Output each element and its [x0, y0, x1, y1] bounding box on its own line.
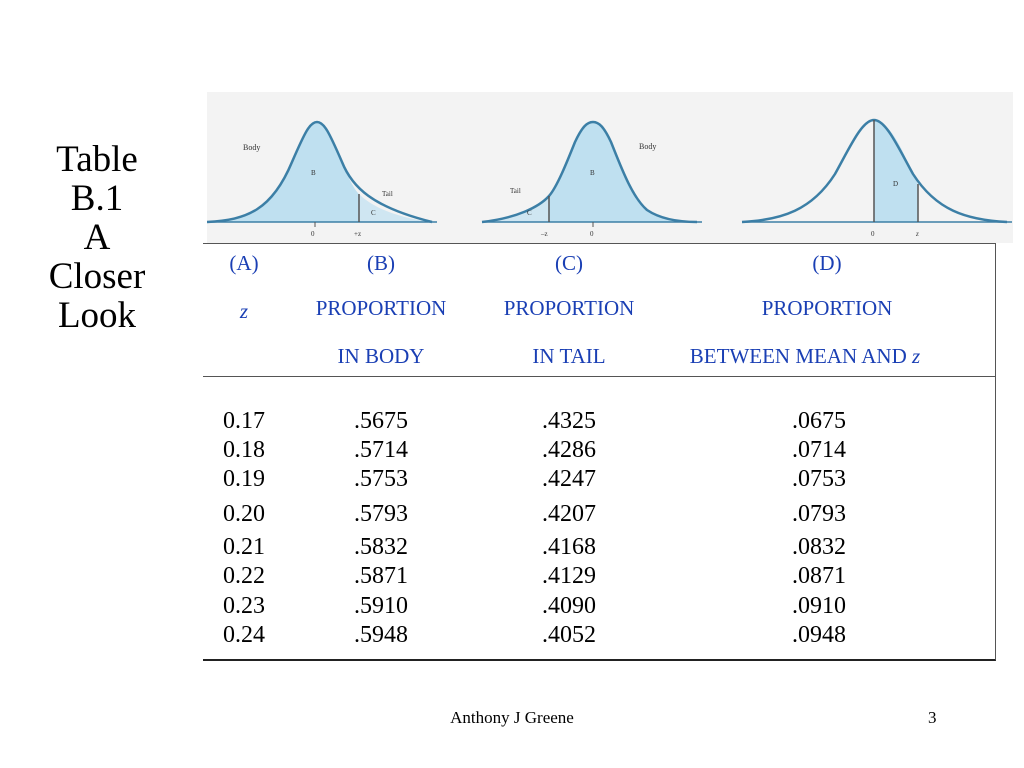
- row-6-body: .5871: [354, 563, 408, 589]
- footer-author: Anthony J Greene: [450, 708, 574, 727]
- col-letter-c: (C): [555, 251, 583, 275]
- col-c-header-line1: PROPORTION: [503, 296, 635, 320]
- between-region: [874, 120, 918, 222]
- row-2-between: .0714: [792, 437, 846, 463]
- row-3-z: 0.19: [223, 466, 265, 492]
- page-number: 3: [928, 708, 937, 727]
- col-d-header-z: z: [912, 344, 921, 368]
- label-zero-2: 0: [590, 230, 594, 238]
- row-7-tail: .4090: [542, 593, 596, 619]
- col-b-header-line2: IN BODY: [337, 344, 425, 368]
- curve-tail-body: Body B Tail C –z 0: [481, 120, 702, 238]
- z-table: (A) (B) (C) (D) z PROPORTION PROPORTION …: [203, 243, 996, 661]
- label-zero-3: 0: [871, 230, 875, 238]
- row-4-between: .0793: [792, 501, 846, 527]
- row-1-z: 0.17: [223, 408, 265, 434]
- col-a-z-symbol: z: [239, 299, 249, 323]
- row-3-between: .0753: [792, 466, 846, 492]
- col-c-header-line2: IN TAIL: [532, 344, 606, 368]
- row-6-tail: .4129: [542, 563, 596, 589]
- curve-line-1: [207, 120, 433, 224]
- col-letter-b: (B): [367, 251, 395, 275]
- tail-region-2: [482, 196, 549, 222]
- label-tail-2: Tail: [510, 187, 521, 195]
- title-line-5: Look: [57, 295, 137, 336]
- col-d-header-line2: BETWEEN MEAN AND z: [690, 344, 920, 369]
- row-4-z: 0.20: [223, 501, 265, 527]
- row-6-z: 0.22: [223, 563, 265, 589]
- row-7-z: 0.23: [223, 593, 265, 619]
- body-region-1: [207, 122, 359, 222]
- label-minus-z: –z: [540, 230, 548, 238]
- header-divider: [203, 376, 995, 377]
- label-c-1: C: [371, 209, 376, 217]
- row-1-tail: .4325: [542, 408, 596, 434]
- title-line-3: A: [83, 217, 111, 258]
- col-d-header-line1: PROPORTION: [761, 296, 893, 320]
- title-line-1: Table: [56, 139, 138, 180]
- label-c-2: C: [527, 209, 532, 217]
- row-8-body: .5948: [354, 622, 408, 648]
- row-3-tail: .4247: [542, 466, 596, 492]
- label-tail-1: Tail: [382, 190, 393, 198]
- row-8-between: .0948: [792, 622, 846, 648]
- tail-region-1: [359, 194, 432, 222]
- row-7-body: .5910: [354, 593, 408, 619]
- title-line-2: B.1: [70, 178, 124, 219]
- col-b-header-line1: PROPORTION: [315, 296, 447, 320]
- row-5-z: 0.21: [223, 534, 265, 560]
- row-3-body: .5753: [354, 466, 408, 492]
- row-1-between: .0675: [792, 408, 846, 434]
- row-4-body: .5793: [354, 501, 408, 527]
- slide-title: Table B.1 A Closer Look: [28, 140, 166, 335]
- row-1-body: .5675: [354, 408, 408, 434]
- col-letter-a: (A): [229, 251, 259, 275]
- label-z-3: z: [915, 230, 919, 238]
- label-plus-z: +z: [354, 230, 361, 238]
- col-letter-d: (D): [812, 251, 842, 275]
- label-body-1: Body: [243, 143, 260, 152]
- row-4-tail: .4207: [542, 501, 596, 527]
- row-5-between: .0832: [792, 534, 846, 560]
- curve-mean-to-z: D 0 z: [741, 118, 1012, 238]
- normal-curves-figure: Body B Tail C 0 +z Body B Tail C –z 0 D …: [207, 92, 1013, 243]
- label-body-2: Body: [639, 142, 656, 151]
- row-8-z: 0.24: [223, 622, 265, 648]
- row-8-tail: .4052: [542, 622, 596, 648]
- title-line-4: Closer: [48, 256, 146, 297]
- label-b-1: B: [311, 169, 316, 177]
- row-2-tail: .4286: [542, 437, 596, 463]
- row-7-between: .0910: [792, 593, 846, 619]
- label-zero-1: 0: [311, 230, 315, 238]
- curve-body-tail: Body B Tail C 0 +z: [207, 120, 437, 238]
- row-5-tail: .4168: [542, 534, 596, 560]
- row-5-body: .5832: [354, 534, 408, 560]
- row-2-z: 0.18: [223, 437, 265, 463]
- row-2-body: .5714: [354, 437, 408, 463]
- row-6-between: .0871: [792, 563, 846, 589]
- label-b-2: B: [590, 169, 595, 177]
- label-d: D: [893, 180, 898, 188]
- col-d-header-text: BETWEEN MEAN AND: [689, 344, 907, 368]
